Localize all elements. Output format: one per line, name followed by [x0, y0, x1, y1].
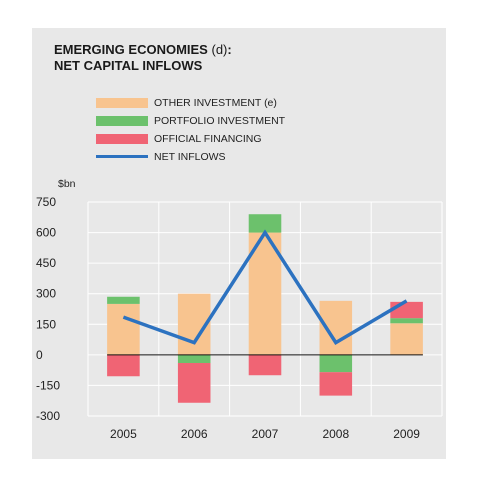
legend-item-official-financing: OFFICIAL FINANCING [96, 131, 285, 147]
x-tick-label: 2008 [322, 427, 349, 441]
x-tick-label: 2006 [181, 427, 208, 441]
bar-segment [177, 363, 211, 403]
legend-label-portfolio-investment: PORTFOLIO INVESTMENT [154, 115, 286, 127]
bar-segment [177, 354, 211, 364]
legend-label-official-financing: OFFICIAL FINANCING [154, 133, 262, 145]
bar-segment [319, 372, 353, 396]
series-line-net-inflows [122, 229, 408, 345]
legend-line-net-inflows [96, 155, 148, 158]
y-tick-label: 150 [36, 317, 56, 331]
chart-legend: OTHER INVESTMENT (e) PORTFOLIO INVESTMEN… [96, 95, 285, 167]
bar-segment [248, 354, 282, 376]
bar-segment [390, 301, 423, 319]
chart-title: EMERGING ECONOMIES (d): NET CAPITAL INFL… [54, 42, 232, 74]
title-colon: : [227, 42, 232, 57]
legend-swatch-other-investment [96, 98, 148, 108]
chart-panel: EMERGING ECONOMIES (d): NET CAPITAL INFL… [32, 28, 446, 459]
bar-segment [248, 214, 282, 233]
legend-swatch-portfolio-investment [96, 116, 148, 126]
y-axis-unit-label: $bn [58, 178, 76, 190]
title-note: (d) [211, 42, 228, 57]
bar-segment [107, 303, 140, 355]
bar-segment [107, 354, 140, 377]
bar-segment [248, 232, 282, 355]
legend-item-other-investment: OTHER INVESTMENT (e) [96, 95, 285, 111]
legend-item-net-inflows: NET INFLOWS [96, 149, 285, 165]
y-tick-label: 300 [36, 287, 56, 301]
bar-segment [107, 296, 140, 304]
chart-plot: 750 600 450 300 150 0 -150 -300 2005 2006 2007 2008… [36, 195, 443, 441]
x-tick-label: 2005 [110, 427, 137, 441]
legend-swatch-official-financing [96, 134, 148, 144]
legend-item-portfolio-investment: PORTFOLIO INVESTMENT [96, 113, 285, 129]
y-tick-label: 450 [36, 256, 56, 270]
legend-label-other-investment: OTHER INVESTMENT (e) [154, 97, 277, 109]
x-tick-label: 2009 [393, 427, 420, 441]
y-tick-label: 750 [36, 195, 56, 209]
title-line-1: EMERGING ECONOMIES [54, 42, 208, 57]
y-tick-label: -300 [36, 409, 60, 423]
title-line-2: NET CAPITAL INFLOWS [54, 58, 203, 73]
bar-segment [319, 354, 353, 373]
y-tick-label: 600 [36, 226, 56, 240]
y-tick-label: 0 [36, 348, 43, 362]
legend-label-net-inflows: NET INFLOWS [154, 151, 226, 163]
bar-segment [390, 318, 423, 324]
x-tick-label: 2007 [252, 427, 279, 441]
y-tick-label: -150 [36, 378, 60, 392]
bar-segment [390, 323, 423, 355]
